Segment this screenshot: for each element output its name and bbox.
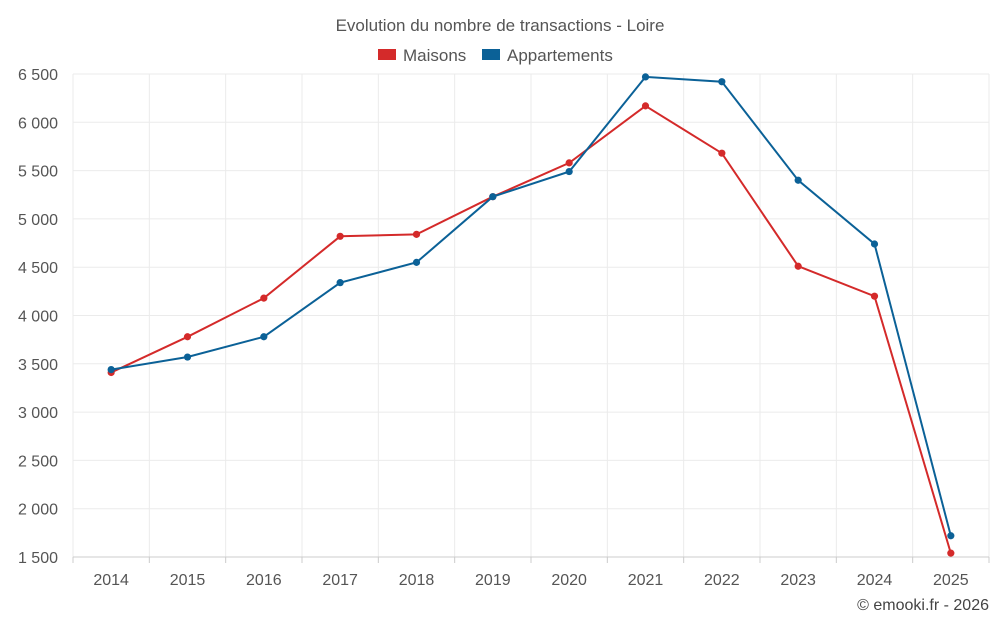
x-tick-label: 2014 bbox=[93, 572, 129, 589]
data-point-maisons[interactable] bbox=[260, 294, 268, 302]
y-tick-label: 4 500 bbox=[18, 260, 58, 277]
credit-text: © emooki.fr - 2026 bbox=[857, 597, 989, 614]
legend: Maisons Appartements bbox=[378, 46, 613, 65]
data-point-appartements[interactable] bbox=[260, 333, 268, 341]
series-line-appartements bbox=[111, 75, 952, 536]
data-point-maisons[interactable] bbox=[947, 549, 955, 557]
series-layer bbox=[107, 73, 955, 557]
data-point-maisons[interactable] bbox=[336, 232, 344, 240]
y-tick-label: 2 000 bbox=[18, 502, 58, 519]
x-tick-label: 2023 bbox=[780, 572, 816, 589]
legend-label-maisons: Maisons bbox=[403, 46, 466, 65]
legend-item-maisons[interactable]: Maisons bbox=[378, 46, 466, 65]
data-point-maisons[interactable] bbox=[412, 230, 421, 238]
data-point-appartements[interactable] bbox=[336, 279, 344, 287]
x-tick-label: 2015 bbox=[170, 572, 206, 589]
data-point-appartements[interactable] bbox=[947, 532, 955, 540]
y-tick-label: 6 000 bbox=[18, 115, 58, 132]
data-point-maisons[interactable] bbox=[718, 149, 726, 157]
data-point-appartements[interactable] bbox=[489, 193, 497, 201]
x-axis: 2014 2015 2016 2017 2018 2019 2020 2021 2022 2023… bbox=[72, 556, 990, 589]
x-tick-label: 2022 bbox=[704, 572, 740, 589]
data-point-appartements[interactable] bbox=[870, 240, 879, 248]
data-point-maisons[interactable] bbox=[794, 262, 802, 270]
x-tick-label: 2017 bbox=[322, 572, 358, 589]
x-tick-label: 2021 bbox=[628, 572, 664, 589]
x-tick-label: 2016 bbox=[246, 572, 282, 589]
grid bbox=[72, 73, 990, 557]
y-tick-label: 2 500 bbox=[18, 453, 58, 470]
x-tick-label: 2020 bbox=[551, 572, 587, 589]
data-point-appartements[interactable] bbox=[107, 365, 115, 374]
y-tick-label: 4 000 bbox=[18, 309, 58, 326]
data-point-maisons[interactable] bbox=[565, 159, 573, 167]
data-point-maisons[interactable] bbox=[183, 333, 192, 341]
x-tick-label: 2019 bbox=[475, 572, 511, 589]
data-point-appartements[interactable] bbox=[641, 73, 650, 81]
y-tick-label: 5 500 bbox=[18, 164, 58, 181]
data-point-appartements[interactable] bbox=[412, 258, 421, 266]
data-point-appartements[interactable] bbox=[718, 78, 726, 86]
chart-title: Evolution du nombre de transactions - Lo… bbox=[336, 16, 665, 35]
data-point-appartements[interactable] bbox=[183, 353, 192, 361]
legend-swatch-appartements bbox=[482, 49, 500, 60]
series-line-maisons bbox=[110, 104, 952, 554]
x-tick-label: 2018 bbox=[399, 572, 435, 589]
legend-item-appartements[interactable]: Appartements bbox=[482, 46, 613, 65]
y-tick-label: 6 500 bbox=[18, 67, 58, 84]
data-point-maisons[interactable] bbox=[641, 102, 650, 110]
y-tick-label: 5 000 bbox=[18, 212, 58, 229]
y-axis: 1 500 2 000 2 500 3 000 3 500 4 000 4 500 5 000… bbox=[18, 67, 58, 567]
y-tick-label: 1 500 bbox=[18, 550, 58, 567]
legend-label-appartements: Appartements bbox=[507, 46, 613, 65]
x-tick-label: 2024 bbox=[857, 572, 893, 589]
data-point-appartements[interactable] bbox=[794, 176, 802, 184]
y-tick-label: 3 500 bbox=[18, 357, 58, 374]
legend-swatch-maisons bbox=[378, 49, 396, 60]
y-tick-label: 3 000 bbox=[18, 405, 58, 422]
data-point-appartements[interactable] bbox=[565, 167, 573, 176]
data-point-maisons[interactable] bbox=[870, 292, 879, 300]
x-tick-label: 2025 bbox=[933, 572, 969, 589]
series-appartements bbox=[107, 73, 955, 540]
